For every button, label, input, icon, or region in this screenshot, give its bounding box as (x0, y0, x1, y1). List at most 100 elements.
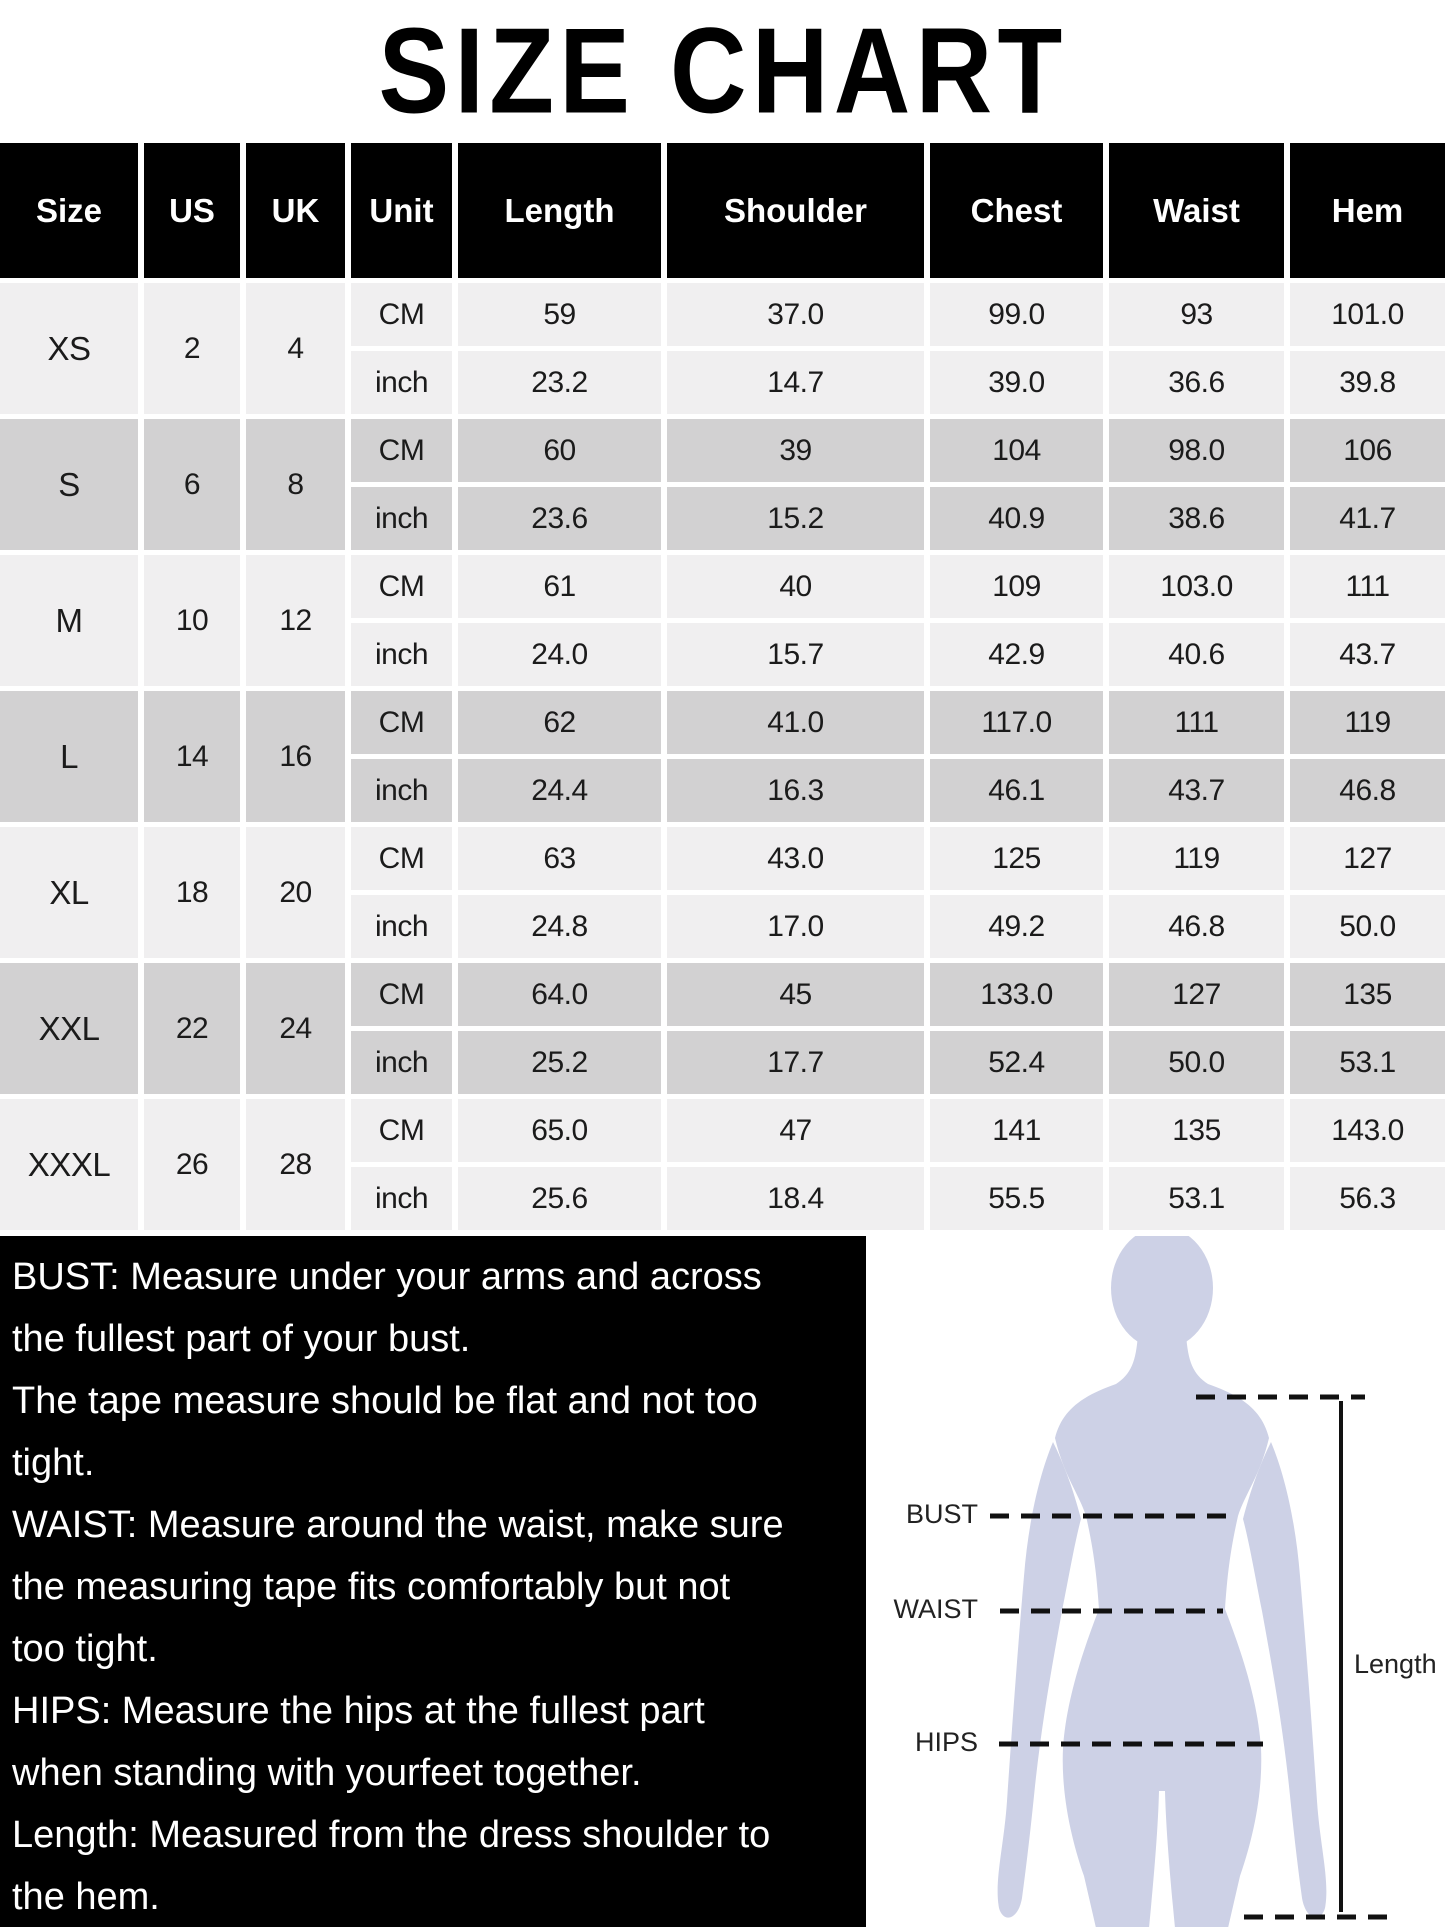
unit-cm: CM (351, 283, 452, 346)
unit-inch: inch (351, 487, 452, 550)
size-label: XL (0, 827, 138, 958)
value-chest-inch: 52.4 (930, 1031, 1103, 1094)
value-waist-inch: 40.6 (1109, 623, 1284, 686)
value-length-inch: 23.2 (458, 351, 661, 414)
unit-inch: inch (351, 351, 452, 414)
value-shoulder-inch: 18.4 (667, 1167, 924, 1230)
value-hem-inch: 46.8 (1290, 759, 1445, 822)
value-waist-inch: 36.6 (1109, 351, 1284, 414)
unit-cm: CM (351, 419, 452, 482)
table-row-xxxl: XXXL 26 28 CM 65.0 47 141 135 143.0 inch… (0, 1099, 1445, 1230)
value-hem-cm: 106 (1290, 419, 1445, 482)
value-chest-cm: 104 (930, 419, 1103, 482)
value-length-inch: 25.6 (458, 1167, 661, 1230)
size-label: M (0, 555, 138, 686)
instruction-line: tight. (12, 1442, 95, 1484)
size-label: XS (0, 283, 138, 414)
body-diagram: BUST WAIST HIPS Length (866, 1227, 1445, 1927)
value-chest-inch: 55.5 (930, 1167, 1103, 1230)
unit-cm: CM (351, 827, 452, 890)
column-header-size: Size (0, 143, 138, 278)
table-header-row: Size US UK Unit Length Shoulder Chest Wa… (0, 143, 1445, 278)
bust-label: BUST (905, 1499, 978, 1529)
value-shoulder-cm: 45 (667, 963, 924, 1026)
instruction-line: The tape measure should be flat and not … (12, 1380, 758, 1422)
uk-size: 16 (246, 691, 345, 822)
uk-size: 4 (246, 283, 345, 414)
table-row-xs: XS 2 4 CM 59 37.0 99.0 93 101.0 inch 23.… (0, 283, 1445, 414)
unit-inch: inch (351, 623, 452, 686)
unit-cm: CM (351, 963, 452, 1026)
instruction-line: the fullest part of your bust. (12, 1318, 471, 1360)
value-shoulder-cm: 39 (667, 419, 924, 482)
uk-size: 8 (246, 419, 345, 550)
value-shoulder-inch: 15.7 (667, 623, 924, 686)
unit-cm: CM (351, 1099, 452, 1162)
value-length-cm: 59 (458, 283, 661, 346)
table-row-m: M 10 12 CM 61 40 109 103.0 111 inch 24.0… (0, 555, 1445, 686)
value-waist-inch: 53.1 (1109, 1167, 1284, 1230)
table-row-s: S 6 8 CM 60 39 104 98.0 106 inch 23.6 15… (0, 419, 1445, 550)
silhouette-head (1111, 1227, 1213, 1349)
column-header-unit: Unit (351, 143, 452, 278)
value-waist-inch: 46.8 (1109, 895, 1284, 958)
us-size: 18 (144, 827, 240, 958)
value-shoulder-cm: 47 (667, 1099, 924, 1162)
value-chest-inch: 39.0 (930, 351, 1103, 414)
value-length-cm: 61 (458, 555, 661, 618)
unit-inch: inch (351, 1167, 452, 1230)
column-header-length: Length (458, 143, 661, 278)
value-hem-cm: 101.0 (1290, 283, 1445, 346)
us-size: 26 (144, 1099, 240, 1230)
size-label: XXXL (0, 1099, 138, 1230)
hips-label: HIPS (914, 1727, 978, 1757)
value-waist-inch: 50.0 (1109, 1031, 1284, 1094)
value-hem-cm: 135 (1290, 963, 1445, 1026)
value-waist-inch: 43.7 (1109, 759, 1284, 822)
value-shoulder-inch: 17.7 (667, 1031, 924, 1094)
instruction-line: the measuring tape fits comfortably but … (12, 1566, 731, 1608)
value-shoulder-cm: 40 (667, 555, 924, 618)
value-length-inch: 24.8 (458, 895, 661, 958)
value-hem-inch: 56.3 (1290, 1167, 1445, 1230)
value-hem-inch: 39.8 (1290, 351, 1445, 414)
value-chest-inch: 42.9 (930, 623, 1103, 686)
value-hem-inch: 53.1 (1290, 1031, 1445, 1094)
value-length-inch: 25.2 (458, 1031, 661, 1094)
waist-label: WAIST (893, 1594, 979, 1624)
value-chest-cm: 125 (930, 827, 1103, 890)
page-title-text: SIZE CHART (378, 2, 1068, 140)
value-length-inch: 23.6 (458, 487, 661, 550)
value-shoulder-cm: 37.0 (667, 283, 924, 346)
us-size: 22 (144, 963, 240, 1094)
column-header-chest: Chest (930, 143, 1103, 278)
page-title: SIZE CHART (0, 0, 1445, 143)
instruction-line: WAIST: Measure around the waist, make su… (12, 1504, 784, 1546)
value-shoulder-cm: 41.0 (667, 691, 924, 754)
value-shoulder-inch: 15.2 (667, 487, 924, 550)
table-row-xl: XL 18 20 CM 63 43.0 125 119 127 inch 24.… (0, 827, 1445, 958)
size-chart-table: Size US UK Unit Length Shoulder Chest Wa… (0, 143, 1445, 1230)
column-header-waist: Waist (1109, 143, 1284, 278)
value-chest-inch: 46.1 (930, 759, 1103, 822)
silhouette-right-arm (1243, 1442, 1327, 1918)
value-shoulder-inch: 16.3 (667, 759, 924, 822)
instruction-line: BUST: Measure under your arms and across (12, 1256, 762, 1298)
value-waist-cm: 119 (1109, 827, 1284, 890)
unit-cm: CM (351, 555, 452, 618)
uk-size: 28 (246, 1099, 345, 1230)
value-hem-inch: 43.7 (1290, 623, 1445, 686)
value-waist-cm: 93 (1109, 283, 1284, 346)
value-shoulder-inch: 14.7 (667, 351, 924, 414)
value-length-cm: 62 (458, 691, 661, 754)
us-size: 10 (144, 555, 240, 686)
size-label: S (0, 419, 138, 550)
value-length-inch: 24.0 (458, 623, 661, 686)
value-waist-cm: 103.0 (1109, 555, 1284, 618)
silhouette-body (1055, 1334, 1269, 1927)
value-chest-cm: 99.0 (930, 283, 1103, 346)
instruction-line: when standing with yourfeet together. (12, 1752, 642, 1794)
value-hem-cm: 111 (1290, 555, 1445, 618)
us-size: 14 (144, 691, 240, 822)
